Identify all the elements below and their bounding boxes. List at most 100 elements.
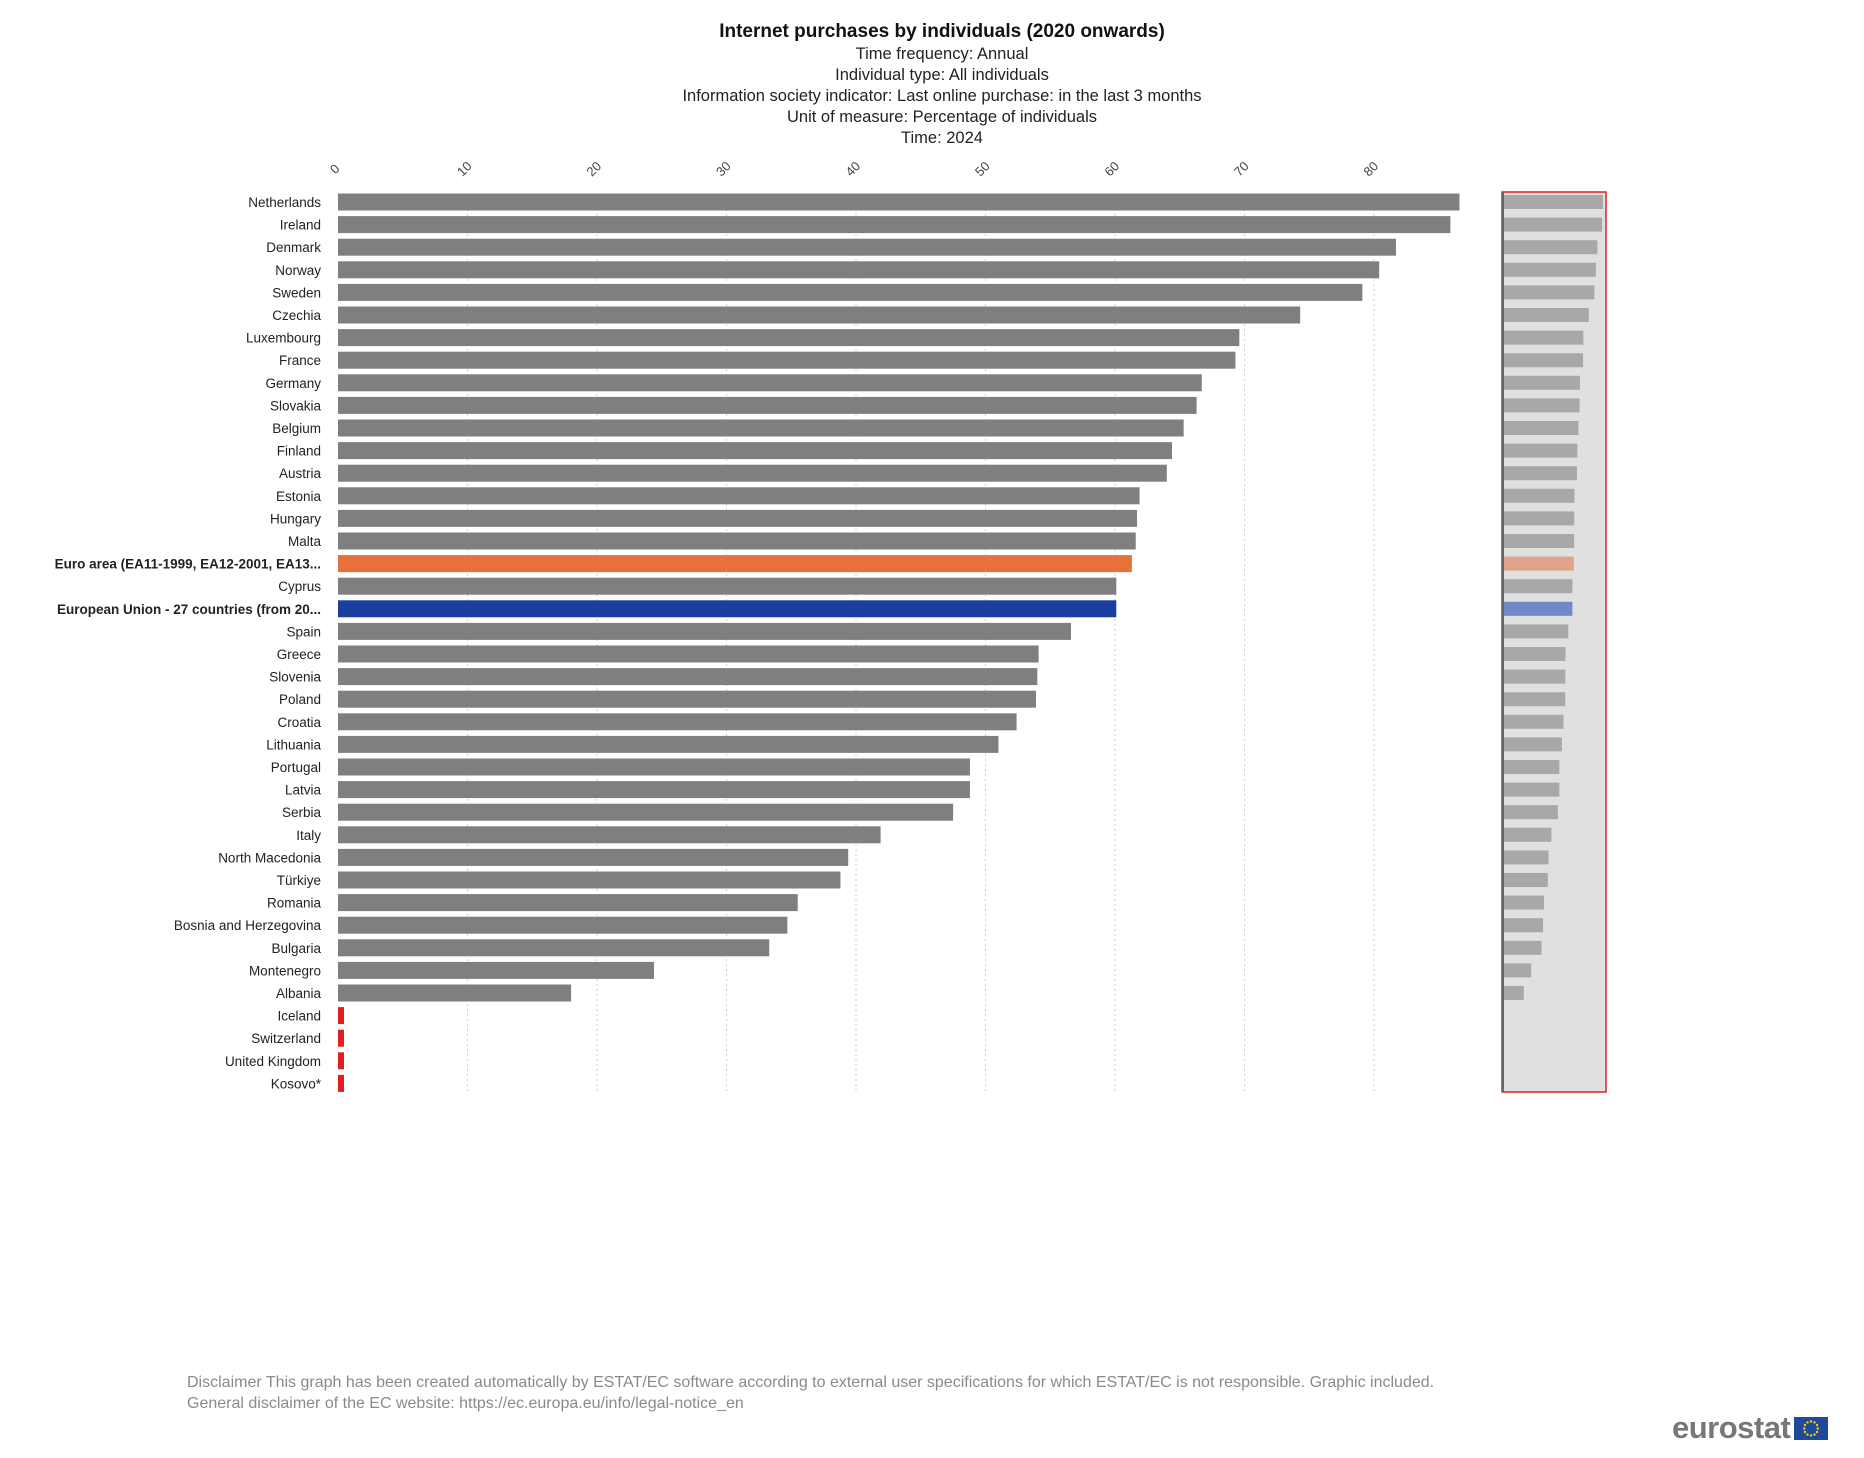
bar-spain [338,622,1071,640]
bar-estonia [338,487,1140,505]
overview-bar-malta [1503,534,1575,548]
bar-greece [338,645,1039,663]
bar-montenegro [338,961,654,979]
category-label: Malta [288,534,322,549]
bar-missing-iceland [338,1007,344,1025]
disclaimer-line-1: Disclaimer This graph has been created a… [187,1374,1435,1391]
overview-bar-north-macedonia [1503,850,1549,865]
bar-croatia [338,713,1017,731]
bar-hungary [338,509,1138,527]
category-label: Finland [277,444,321,459]
category-label: Germany [265,376,321,391]
bar-european-union-27-countries-from-20 [338,600,1117,618]
category-label: Ireland [280,218,321,233]
category-label: Bosnia and Herzegovina [174,918,322,933]
overview-bar-spain [1503,624,1569,639]
overview-bar-italy [1503,827,1552,842]
bar-missing-kosovo [338,1074,344,1092]
overview-bar-finland [1503,443,1578,458]
category-label: Cyprus [278,579,321,594]
overview-bar-european-union-27-countries-from-20 [1503,601,1573,616]
overview-bar-estonia [1503,488,1575,503]
overview-bar-france [1503,353,1584,368]
overview-bar-croatia [1503,714,1564,729]
category-label: Greece [277,647,321,662]
overview-bar-serbia [1503,805,1558,820]
bar-ireland [338,216,1451,234]
overview-bar-czechia [1503,308,1589,322]
category-label: Norway [275,263,321,278]
bar-chart: 0 10 20 30 40 50 60 70 80 Netherlands Ireland Denma… [55,158,1607,1094]
category-label: France [279,353,321,368]
bar-belgium [338,419,1184,437]
overview-bar-bosnia-and-herzegovina [1503,918,1544,933]
eu-flag-icon [1794,1416,1829,1440]
overview-bar-hungary [1503,511,1575,526]
subtitle-time-frequency: Time frequency: Annual [855,45,1029,63]
category-label: Croatia [277,715,321,730]
disclaimer: Disclaimer This graph has been created a… [187,1372,1434,1414]
bar-north-macedonia [338,848,849,866]
x-tick-label: 40 [842,158,863,179]
overview-bar-austria [1503,466,1577,481]
overview-bar-romania [1503,895,1544,910]
category-label: Luxembourg [246,331,321,346]
bar-slovakia [338,396,1197,414]
bar-bulgaria [338,939,770,957]
category-label: Portugal [271,760,321,775]
category-label: Romania [267,896,322,911]
overview-bar-latvia [1503,782,1560,797]
category-label: North Macedonia [218,850,321,865]
category-label: Bulgaria [271,941,321,956]
x-tick-label: 20 [583,158,604,179]
overview-bar-cyprus [1503,579,1573,594]
subtitle-time: Time: 2024 [901,129,983,147]
bar-poland [338,690,1037,708]
overview-bar-euro-area-ea11-1999-ea12-2001-ea13 [1503,556,1574,571]
bar-missing-united-kingdom [338,1052,344,1070]
category-label: Albania [276,986,322,1001]
category-label: Kosovo* [271,1076,322,1091]
category-label: Euro area (EA11-1999, EA12-2001, EA13... [55,557,321,572]
bar-denmark [338,238,1397,256]
x-tick-label: 50 [972,158,993,179]
bar-sweden [338,283,1363,301]
subtitle-unit: Unit of measure: Percentage of individua… [786,108,1097,126]
bar-t-rkiye [338,871,841,889]
overview-panel [1502,192,1606,1092]
category-label: Montenegro [249,963,321,978]
overview-bar-t-rkiye [1503,873,1548,887]
bar-missing-switzerland [338,1029,344,1047]
category-label: Czechia [272,308,321,323]
overview-bar-germany [1503,375,1581,390]
bar-germany [338,374,1202,392]
category-label: Austria [279,466,322,481]
overview-bar-sweden [1503,285,1595,300]
bar-portugal [338,758,970,776]
category-label: Belgium [272,421,321,436]
eurostat-logo: eurostat [1672,1410,1829,1446]
overview-bar-bulgaria [1503,940,1542,955]
category-label: Italy [296,828,321,843]
disclaimer-line-2: General disclaimer of the EC website: ht… [187,1395,744,1412]
category-label: Sweden [272,285,321,300]
category-label: Netherlands [248,195,321,210]
category-label: Switzerland [251,1031,321,1046]
category-label: Serbia [282,805,322,820]
bar-netherlands [338,193,1460,211]
bar-lithuania [338,735,999,753]
category-label: Denmark [266,240,321,255]
category-label: Iceland [277,1009,321,1024]
x-tick-label: 30 [713,158,734,179]
overview-bar-netherlands [1503,195,1603,209]
category-label: Hungary [270,511,321,526]
category-label: Türkiye [277,873,321,888]
overview-bar-poland [1503,692,1566,707]
x-tick-label: 80 [1360,158,1381,179]
bar-luxembourg [338,329,1240,347]
category-label: Estonia [276,489,322,504]
overview-bar-denmark [1503,240,1598,255]
bar-czechia [338,306,1301,324]
bar-austria [338,464,1167,482]
eurostat-logo-text: eurostat [1672,1410,1791,1445]
